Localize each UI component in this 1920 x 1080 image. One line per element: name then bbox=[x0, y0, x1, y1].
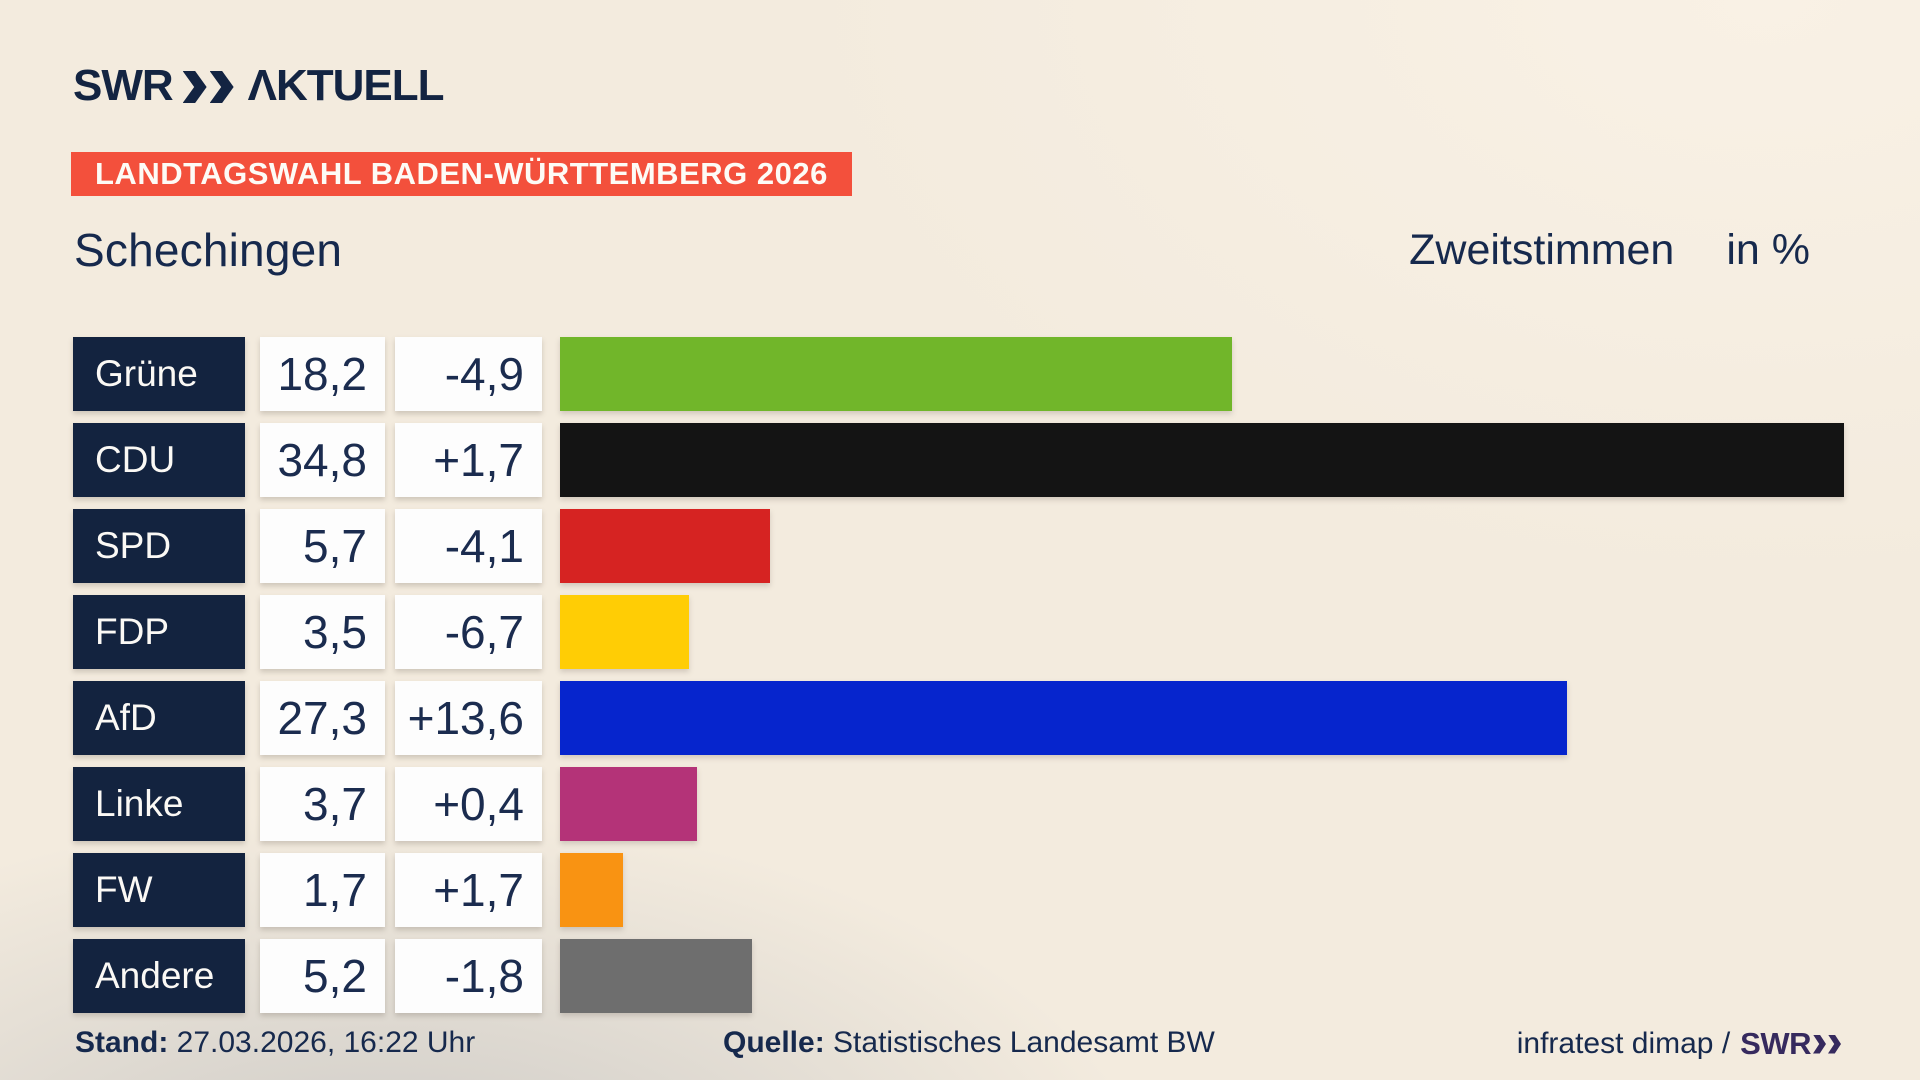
credit: infratest dimap / SWR bbox=[1517, 1026, 1843, 1062]
logo-aktuell-text: ΛKTUELL bbox=[247, 61, 445, 110]
party-result-bar bbox=[560, 681, 1567, 755]
party-change-value: -4,9 bbox=[395, 337, 542, 411]
municipality-title: Schechingen bbox=[74, 224, 343, 276]
party-label: SPD bbox=[73, 509, 245, 583]
party-row: FW 1,7 +1,7 bbox=[0, 853, 1920, 927]
measure-name: Zweitstimmen bbox=[1409, 226, 1675, 274]
party-label: AfD bbox=[73, 681, 245, 755]
party-result-bar bbox=[560, 853, 623, 927]
party-row: FDP 3,5 -6,7 bbox=[0, 595, 1920, 669]
source: Quelle: Statistisches Landesamt BW bbox=[723, 1026, 1215, 1060]
measure-label: Zweitstimmen in % bbox=[1409, 226, 1810, 275]
party-row: SPD 5,7 -4,1 bbox=[0, 509, 1920, 583]
party-change-value: +1,7 bbox=[395, 853, 542, 927]
party-label: FW bbox=[73, 853, 245, 927]
party-row: Linke 3,7 +0,4 bbox=[0, 767, 1920, 841]
party-label: Linke bbox=[73, 767, 245, 841]
party-change-value: +0,4 bbox=[395, 767, 542, 841]
party-row: Grüne 18,2 -4,9 bbox=[0, 337, 1920, 411]
party-change-value: +1,7 bbox=[395, 423, 542, 497]
party-value: 18,2 bbox=[260, 337, 385, 411]
party-label: Andere bbox=[73, 939, 245, 1013]
party-result-bar bbox=[560, 423, 1844, 497]
party-row: AfD 27,3 +13,6 bbox=[0, 681, 1920, 755]
party-change-value: -6,7 bbox=[395, 595, 542, 669]
party-value: 34,8 bbox=[260, 423, 385, 497]
party-value: 27,3 bbox=[260, 681, 385, 755]
election-banner: LANDTAGSWAHL BADEN-WÜRTTEMBERG 2026 bbox=[71, 152, 852, 196]
party-value: 1,7 bbox=[260, 853, 385, 927]
swr-logo-small: SWR bbox=[1740, 1026, 1843, 1062]
party-label: FDP bbox=[73, 595, 245, 669]
party-result-bar bbox=[560, 509, 770, 583]
party-result-bar bbox=[560, 337, 1232, 411]
party-row: Andere 5,2 -1,8 bbox=[0, 939, 1920, 1013]
banner-label: LANDTAGSWAHL BADEN-WÜRTTEMBERG 2026 bbox=[95, 156, 828, 191]
party-change-value: +13,6 bbox=[395, 681, 542, 755]
measure-unit: in % bbox=[1726, 226, 1810, 274]
credit-logo-text: SWR bbox=[1740, 1026, 1811, 1061]
party-row: CDU 34,8 +1,7 bbox=[0, 423, 1920, 497]
party-value: 3,5 bbox=[260, 595, 385, 669]
logo-swr-text: SWR bbox=[73, 61, 174, 110]
timestamp-label: Stand: bbox=[75, 1026, 169, 1059]
chevron-icon bbox=[1828, 1034, 1841, 1054]
party-result-bar bbox=[560, 767, 697, 841]
party-value: 5,2 bbox=[260, 939, 385, 1013]
party-change-value: -1,8 bbox=[395, 939, 542, 1013]
party-result-bar bbox=[560, 939, 752, 1013]
party-result-bar bbox=[560, 595, 689, 669]
chevron-icon bbox=[1813, 1034, 1826, 1054]
party-value: 3,7 bbox=[260, 767, 385, 841]
source-label: Quelle: bbox=[723, 1026, 825, 1059]
party-change-value: -4,1 bbox=[395, 509, 542, 583]
party-label: CDU bbox=[73, 423, 245, 497]
credit-text: infratest dimap / bbox=[1516, 1027, 1731, 1060]
party-label: Grüne bbox=[73, 337, 245, 411]
source-value: Statistisches Landesamt BW bbox=[833, 1026, 1215, 1059]
double-chevron-icon bbox=[182, 71, 234, 103]
timestamp: Stand: 27.03.2026, 16:22 Uhr bbox=[75, 1026, 475, 1060]
party-value: 5,7 bbox=[260, 509, 385, 583]
timestamp-value: 27.03.2026, 16:22 Uhr bbox=[176, 1026, 476, 1059]
swr-aktuell-logo: SWR ΛKTUELL bbox=[73, 61, 445, 110]
